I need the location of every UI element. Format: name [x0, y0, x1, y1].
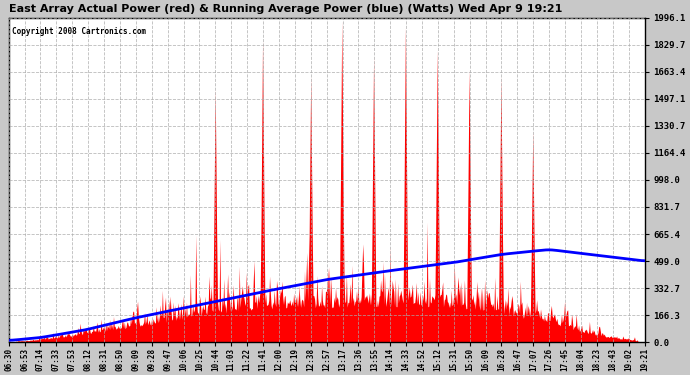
- Text: Copyright 2008 Cartronics.com: Copyright 2008 Cartronics.com: [12, 27, 146, 36]
- Text: East Array Actual Power (red) & Running Average Power (blue) (Watts) Wed Apr 9 1: East Array Actual Power (red) & Running …: [9, 4, 562, 14]
